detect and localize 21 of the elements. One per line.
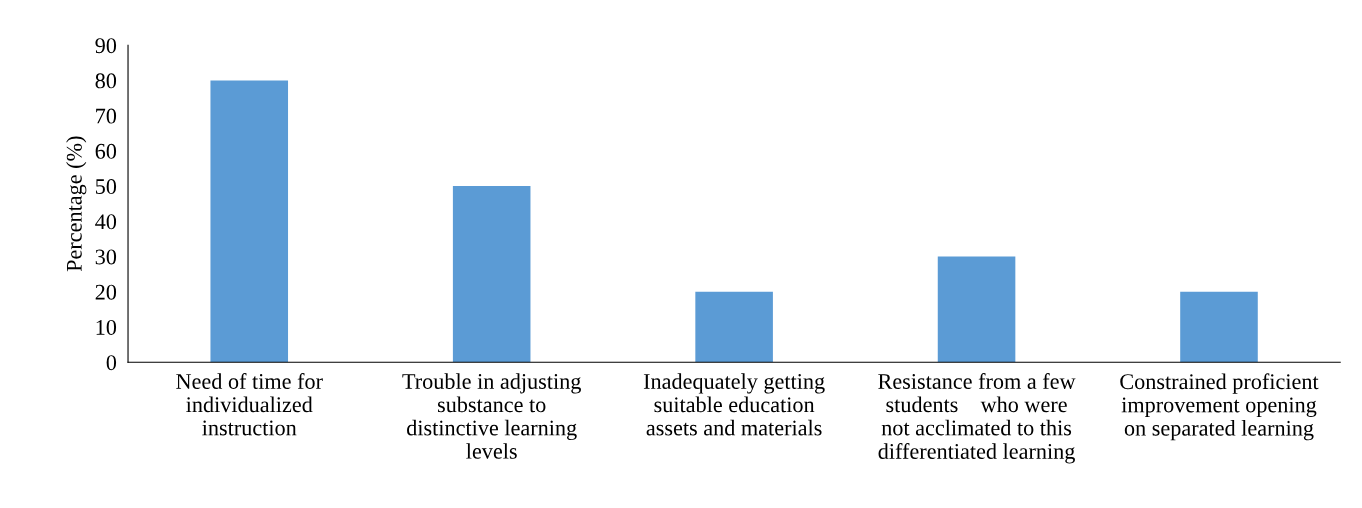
- y-tick-label: 40: [95, 214, 117, 230]
- y-tick-label: 20: [95, 284, 117, 300]
- y-tick-label: 50: [95, 179, 117, 195]
- bar: [695, 291, 773, 363]
- y-tick-label: 30: [95, 249, 117, 265]
- bar: [937, 256, 1016, 363]
- y-tick-label: 70: [96, 108, 117, 124]
- bar: [452, 186, 531, 363]
- y-tick-label: 60: [95, 143, 117, 159]
- y-tick-label: 80: [95, 73, 117, 89]
- x-tick-label: Trouble in adjusting substance to distinctive learning levels: [402, 373, 581, 459]
- y-tick-label: 0: [106, 355, 117, 371]
- bar: [210, 80, 289, 363]
- y-tick-label: 10: [96, 319, 117, 335]
- x-tick-label: Constrained proficient improvement opening on separated learning: [1120, 373, 1319, 441]
- x-tick-label: Inadequately getting suitable education assets and materials: [643, 373, 825, 436]
- x-tick-label: Resistance from a few students who were not acclimated to this differentiated learning: [878, 373, 1076, 464]
- y-tick-label: 90: [95, 38, 117, 54]
- y-axis-title: Percentage (%): [66, 136, 87, 272]
- bar: [1180, 291, 1258, 363]
- x-tick-label: Need of time for individualized instruction: [176, 373, 323, 436]
